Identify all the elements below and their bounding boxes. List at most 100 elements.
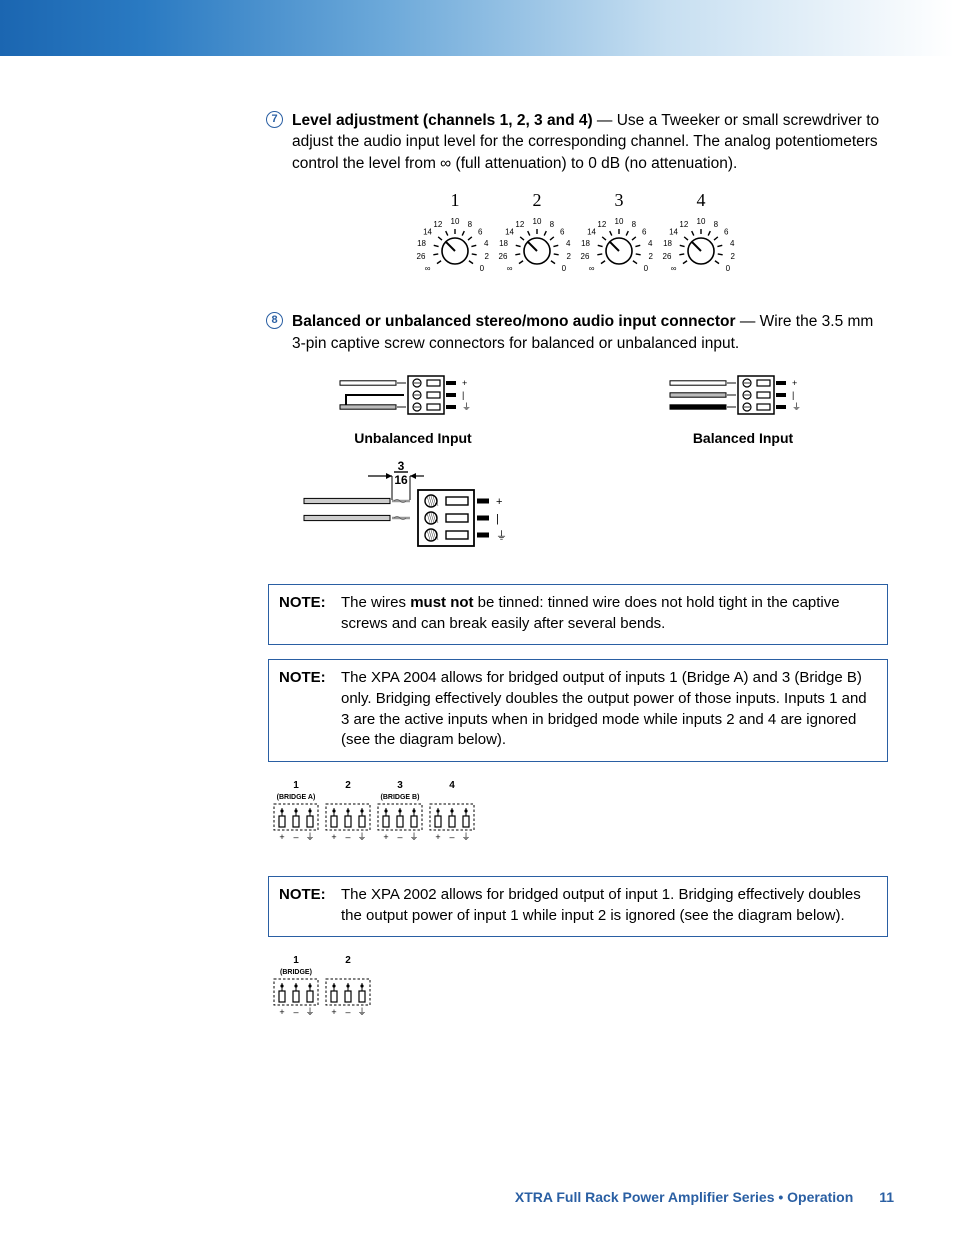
svg-text:4: 4 <box>648 239 653 248</box>
knob-index-label: 4 <box>662 190 740 211</box>
svg-text:2: 2 <box>345 955 351 966</box>
svg-text:10: 10 <box>697 217 706 226</box>
svg-text:6: 6 <box>642 228 647 237</box>
svg-text:–: – <box>293 832 298 842</box>
svg-text:–: – <box>345 1007 350 1017</box>
note-1-label: NOTE: <box>279 593 341 634</box>
page-body: 7 Level adjustment (channels 1, 2, 3 and… <box>0 56 954 1235</box>
note-1: NOTE: The wires must not be tinned: tinn… <box>268 584 888 645</box>
svg-text:26: 26 <box>499 252 508 261</box>
knob-1: 1∞261814121086420 <box>416 190 494 285</box>
knob-3: 3∞261814121086420 <box>580 190 658 285</box>
svg-text:+: + <box>331 832 336 842</box>
svg-text:∞: ∞ <box>425 264 431 273</box>
footer-text: XTRA Full Rack Power Amplifier Series • … <box>515 1189 853 1205</box>
svg-text:4: 4 <box>484 239 489 248</box>
page-footer: XTRA Full Rack Power Amplifier Series • … <box>515 1189 894 1205</box>
svg-text:12: 12 <box>433 220 442 229</box>
svg-text:18: 18 <box>663 239 672 248</box>
note-1-pre: The wires <box>341 594 410 611</box>
svg-text:+: + <box>331 1007 336 1017</box>
svg-text:12: 12 <box>597 220 606 229</box>
svg-text:–: – <box>397 832 402 842</box>
svg-text:⏚: ⏚ <box>792 402 801 412</box>
svg-text:14: 14 <box>423 228 432 237</box>
section-8-title: Balanced or unbalanced stereo/mono audio… <box>292 313 736 330</box>
knob-4: 4∞261814121086420 <box>662 190 740 285</box>
knob-index-label: 3 <box>580 190 658 211</box>
svg-text:10: 10 <box>533 217 542 226</box>
svg-text:2: 2 <box>485 252 490 261</box>
section-8: 8 Balanced or unbalanced stereo/mono aud… <box>268 311 888 354</box>
svg-text:14: 14 <box>505 228 514 237</box>
svg-text:+: + <box>435 832 440 842</box>
svg-text:⏚: ⏚ <box>357 1007 366 1017</box>
svg-text:2: 2 <box>345 780 351 791</box>
note-3-label: NOTE: <box>279 885 341 926</box>
bullet-8-icon: 8 <box>266 312 283 329</box>
svg-text:3: 3 <box>398 460 405 473</box>
svg-text:8: 8 <box>714 220 719 229</box>
svg-text:1: 1 <box>293 780 299 791</box>
svg-text:4: 4 <box>566 239 571 248</box>
knob-dial-icon: ∞261814121086420 <box>662 213 740 285</box>
note-1-body: The wires must not be tinned: tinned wir… <box>341 593 877 634</box>
svg-text:+: + <box>496 496 502 508</box>
svg-text:+: + <box>383 832 388 842</box>
knob-figure: 1∞2618141210864202∞2618141210864203∞2618… <box>268 190 888 285</box>
svg-text:⏚: ⏚ <box>305 1007 314 1017</box>
svg-text:(BRIDGE): (BRIDGE) <box>280 969 312 976</box>
footer-page-number: 11 <box>879 1189 894 1205</box>
svg-text:–: – <box>449 832 454 842</box>
svg-text:4: 4 <box>730 239 735 248</box>
note-3-body: The XPA 2002 allows for bridged output o… <box>341 885 877 926</box>
svg-text:(BRIDGE B): (BRIDGE B) <box>381 794 420 801</box>
note-3: NOTE: The XPA 2002 allows for bridged ou… <box>268 876 888 937</box>
svg-text:|: | <box>462 390 464 400</box>
header-gradient-bar <box>0 0 954 56</box>
svg-text:(BRIDGE A): (BRIDGE A) <box>277 794 316 801</box>
svg-text:⏚: ⏚ <box>357 832 366 842</box>
strip-dimension-figure: +|⏚316 <box>298 460 888 564</box>
svg-text:⏚: ⏚ <box>305 832 314 842</box>
note-1-bold: must not <box>410 594 473 611</box>
svg-text:0: 0 <box>726 264 731 273</box>
svg-text:14: 14 <box>587 228 596 237</box>
knob-dial-icon: ∞261814121086420 <box>580 213 658 285</box>
svg-text:12: 12 <box>679 220 688 229</box>
svg-text:8: 8 <box>468 220 473 229</box>
terminal-2ch-figure: 12(BRIDGE)+–⏚+–⏚ <box>268 951 888 1035</box>
svg-text:18: 18 <box>581 239 590 248</box>
svg-text:12: 12 <box>515 220 524 229</box>
svg-text:+: + <box>279 832 284 842</box>
svg-text:∞: ∞ <box>671 264 677 273</box>
svg-text:26: 26 <box>417 252 426 261</box>
svg-text:⏚: ⏚ <box>409 832 418 842</box>
svg-text:2: 2 <box>649 252 654 261</box>
note-2-body: The XPA 2004 allows for bridged output o… <box>341 668 877 751</box>
svg-text:3: 3 <box>397 780 403 791</box>
svg-text:6: 6 <box>560 228 565 237</box>
balanced-diagram: +|⏚ <box>668 370 818 420</box>
svg-text:–: – <box>345 832 350 842</box>
knob-index-label: 1 <box>416 190 494 211</box>
svg-text:6: 6 <box>478 228 483 237</box>
svg-text:+: + <box>462 378 467 388</box>
svg-text:26: 26 <box>581 252 590 261</box>
svg-text:∞: ∞ <box>589 264 595 273</box>
svg-text:⏚: ⏚ <box>461 832 470 842</box>
balanced-cell: +|⏚ Balanced Input <box>668 370 818 446</box>
terminal-4ch-figure: 1234(BRIDGE A)(BRIDGE B)+–⏚+–⏚+–⏚+–⏚ <box>268 776 888 860</box>
svg-text:1: 1 <box>293 955 299 966</box>
svg-text:0: 0 <box>644 264 649 273</box>
knob-dial-icon: ∞261814121086420 <box>416 213 494 285</box>
unbalanced-label: Unbalanced Input <box>338 430 488 446</box>
svg-text:+: + <box>279 1007 284 1017</box>
svg-text:⏚: ⏚ <box>462 402 471 412</box>
svg-text:6: 6 <box>724 228 729 237</box>
knob-index-label: 2 <box>498 190 576 211</box>
unbalanced-cell: + | ⏚ Unbalanced Input <box>338 370 488 446</box>
section-8-text: Balanced or unbalanced stereo/mono audio… <box>292 311 888 354</box>
svg-text:|: | <box>792 390 794 400</box>
section-7-title: Level adjustment (channels 1, 2, 3 and 4… <box>292 112 593 129</box>
